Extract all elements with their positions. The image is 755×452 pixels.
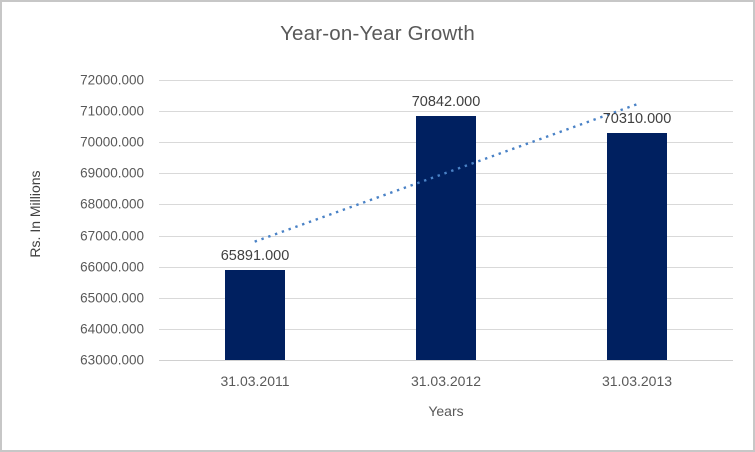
x-axis-line bbox=[159, 360, 733, 361]
y-tick-label: 67000.000 bbox=[80, 228, 144, 244]
x-tick-label: 31.03.2011 bbox=[220, 373, 290, 389]
y-tick-label: 69000.000 bbox=[80, 165, 144, 181]
chart-title: Year-on-Year Growth bbox=[280, 22, 475, 45]
y-tick-label: 63000.000 bbox=[80, 352, 144, 368]
bar-31.03.2011 bbox=[225, 270, 285, 360]
y-tick-label: 72000.000 bbox=[80, 72, 144, 88]
bar-31.03.2013 bbox=[607, 133, 667, 360]
data-label: 65891.000 bbox=[220, 248, 290, 264]
x-tick-label: 31.03.2013 bbox=[601, 373, 673, 389]
gridline bbox=[159, 80, 733, 81]
x-tick-label: 31.03.2012 bbox=[410, 373, 482, 389]
y-tick-label: 70000.000 bbox=[80, 134, 144, 150]
y-tick-label: 66000.000 bbox=[80, 259, 144, 275]
data-label: 70842.000 bbox=[411, 94, 481, 110]
x-axis-title: Years bbox=[428, 403, 464, 419]
y-tick-label: 65000.000 bbox=[80, 290, 144, 306]
y-axis-title: Rs. In Millions bbox=[27, 170, 43, 258]
bar-31.03.2012 bbox=[416, 116, 476, 360]
y-tick-label: 64000.000 bbox=[80, 321, 144, 337]
y-tick-label: 71000.000 bbox=[80, 103, 144, 119]
y-tick-label: 68000.000 bbox=[80, 196, 144, 212]
data-label: 70310.000 bbox=[602, 111, 672, 127]
